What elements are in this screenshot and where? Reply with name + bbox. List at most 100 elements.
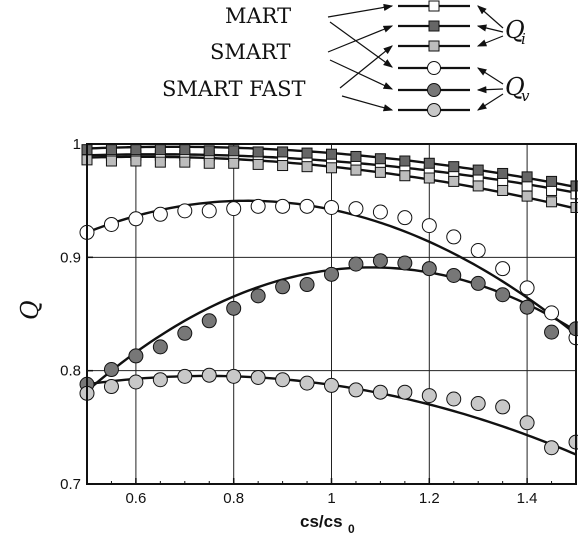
marker-qv-smart-fast — [103, 379, 119, 395]
y-tick-label: 0.7 — [60, 476, 81, 493]
marker-qv-mart — [250, 198, 266, 214]
marker-qv-smart — [446, 267, 462, 283]
y-tick-label: 0.8 — [60, 363, 81, 380]
legend-method-smart-fast: SMART FAST — [162, 77, 305, 101]
legend-arrow — [329, 59, 394, 90]
marker-qv-smart — [103, 362, 119, 378]
marker-qi-smart — [228, 145, 240, 157]
x-tick-label: 1 — [327, 490, 335, 507]
marker-qi-smart-fast — [326, 162, 337, 174]
marker-qi-smart — [521, 171, 533, 183]
marker-qv-smart-fast — [544, 440, 560, 456]
marker-qi-smart-fast — [179, 156, 191, 168]
marker-qv-mart — [177, 203, 193, 219]
legend-method-mart: MART — [225, 4, 291, 28]
y-tick-label: 1 — [73, 136, 81, 153]
marker-qv-smart-fast — [495, 399, 511, 415]
marker-qv-mart — [103, 216, 119, 232]
legend-arrow — [476, 67, 504, 85]
legend-qi-symbol: Q — [505, 16, 525, 44]
marker-qv-smart-fast — [177, 368, 193, 384]
marker-qv-mart — [152, 206, 168, 222]
marker-qi-smart — [374, 153, 386, 165]
legend-arrow — [476, 24, 504, 33]
marker-qi-smart-fast — [399, 170, 411, 182]
marker-qv-smart-fast — [348, 382, 364, 398]
legend-arrow — [476, 93, 504, 111]
marker-qv-smart-fast — [397, 384, 413, 400]
marker-qi-smart-fast — [448, 175, 460, 187]
marker-qi-smart — [301, 147, 313, 159]
marker-qv-smart-fast — [128, 374, 144, 390]
legend-marker-qi-mart — [428, 0, 440, 12]
x-axis-label-subscript: 0 — [348, 522, 355, 536]
marker-qv-mart — [397, 210, 413, 226]
x-tick-label: 1.2 — [419, 490, 440, 507]
marker-qi-smart — [423, 157, 435, 169]
marker-qv-smart-fast — [226, 368, 242, 384]
legend-arrow — [329, 21, 393, 68]
marker-qv-smart — [226, 300, 242, 316]
marker-qi-smart-fast — [203, 157, 215, 169]
marker-qv-smart — [152, 339, 168, 355]
x-tick-label: 0.8 — [223, 490, 244, 507]
marker-qi-smart-fast — [423, 172, 435, 184]
marker-qi-smart-fast — [472, 180, 484, 192]
marker-qi-smart — [277, 146, 289, 158]
x-tick-label: 0.6 — [125, 490, 146, 507]
legend-arrow — [341, 95, 394, 112]
marker-qv-mart — [201, 203, 217, 219]
marker-qi-smart — [154, 144, 166, 156]
marker-qv-smart-fast — [275, 372, 291, 388]
marker-qi-smart — [105, 144, 117, 156]
marker-qi-mart — [521, 180, 533, 192]
marker-qv-mart — [348, 201, 364, 217]
marker-qv-smart — [372, 253, 388, 269]
legend-arrows — [327, 3, 504, 112]
legend-samples — [398, 0, 470, 117]
legend-marker-qv-smart — [427, 83, 441, 97]
marker-qv-smart-fast — [446, 391, 462, 407]
legend-marker-qv-mart — [427, 61, 441, 75]
marker-qv-smart — [421, 261, 437, 277]
legend-arrow — [476, 35, 504, 47]
legend-arrow — [477, 5, 504, 29]
marker-qv-smart — [519, 299, 535, 315]
marker-qv-smart-fast — [201, 367, 217, 383]
marker-qi-smart-fast — [252, 158, 264, 170]
marker-qi-smart-fast — [497, 184, 509, 196]
legend-marker-qv-smart-fast — [427, 103, 441, 117]
legend-qi-subscript: i — [521, 30, 526, 48]
x-axis-label: cs/cs 0 — [300, 512, 355, 536]
marker-qi-smart-fast — [350, 164, 362, 176]
marker-qi-smart-fast — [277, 160, 289, 172]
marker-qi-smart-fast — [154, 156, 166, 168]
marker-qv-smart — [128, 348, 144, 364]
legend-arrow — [476, 86, 504, 94]
marker-qi-smart-fast — [546, 196, 558, 208]
legend-group-qi: Q i — [505, 16, 526, 48]
marker-qv-smart — [177, 325, 193, 341]
marker-qv-mart — [299, 198, 315, 214]
marker-qv-smart-fast — [152, 372, 168, 388]
marker-qv-smart — [544, 324, 560, 340]
marker-qi-smart — [546, 175, 558, 187]
marker-qi-smart — [326, 148, 337, 160]
marker-qi-smart-fast — [521, 190, 533, 202]
marker-qv-mart — [446, 229, 462, 245]
marker-qi-mart — [546, 184, 558, 196]
x-tick-label: 1.4 — [517, 490, 538, 507]
marker-qi-smart-fast — [105, 155, 117, 167]
marker-qv-mart — [324, 199, 339, 215]
marker-qi-smart — [350, 150, 362, 162]
axis-ticks: 0.6 0.8 1 1.2 1.4 0.7 0.8 0.9 1 — [60, 136, 577, 507]
marker-qv-mart — [275, 198, 291, 214]
marker-qv-mart — [519, 280, 535, 296]
marker-qv-smart — [324, 266, 339, 282]
marker-qv-smart — [299, 277, 315, 293]
marker-qv-smart — [275, 279, 291, 295]
marker-qv-smart — [397, 255, 413, 271]
marker-qi-smart — [252, 146, 264, 158]
legend-arrow — [339, 45, 393, 89]
